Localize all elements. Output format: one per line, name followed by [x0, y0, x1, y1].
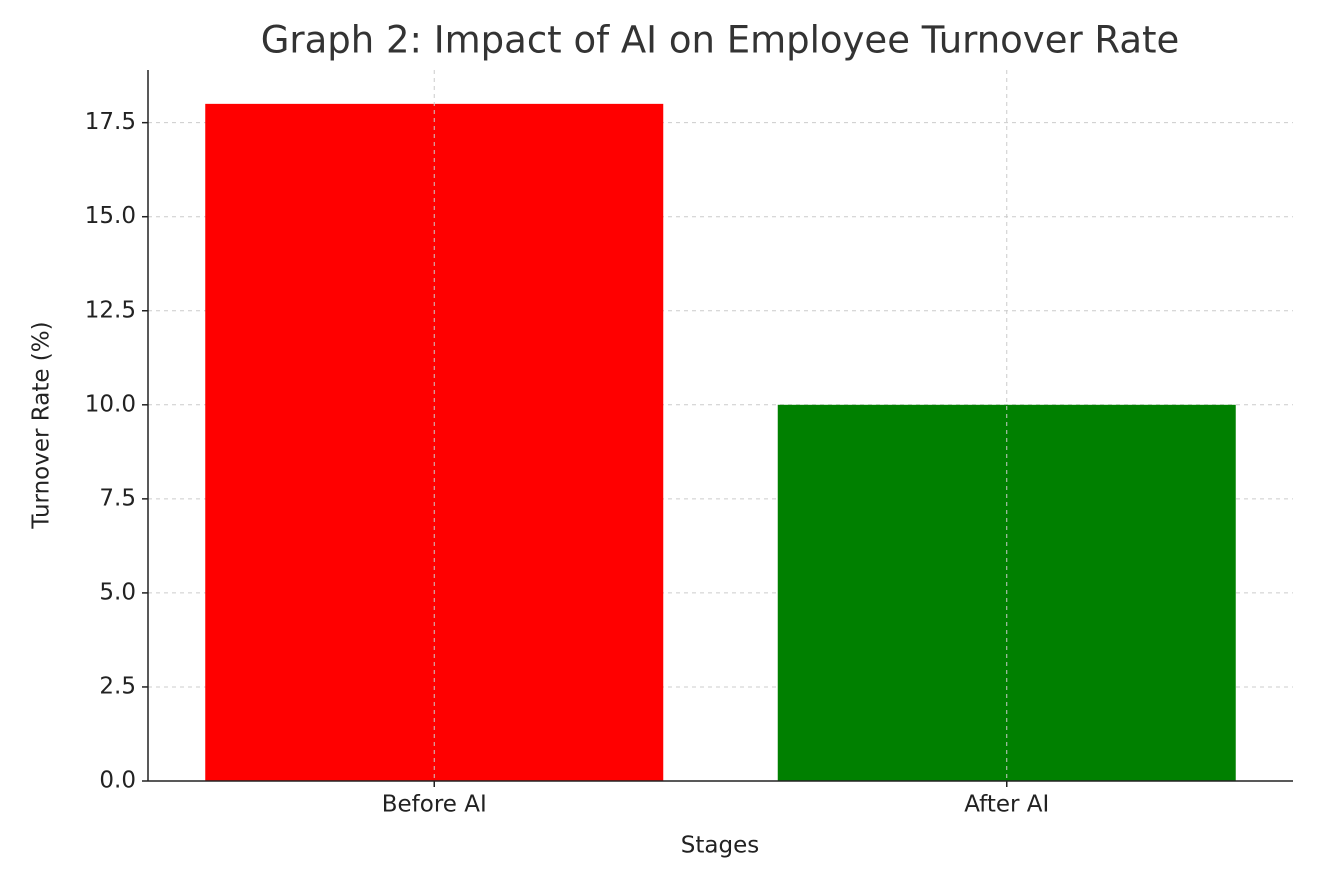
y-tick-label: 15.0 — [85, 203, 136, 229]
x-axis-label: Stages — [681, 833, 759, 859]
y-tick-label: 5.0 — [99, 579, 136, 605]
y-tick-label: 12.5 — [85, 297, 136, 323]
y-tick-label: 10.0 — [85, 391, 136, 417]
y-tick-label: 0.0 — [99, 768, 136, 794]
y-axis-label: Turnover Rate (%) — [29, 321, 55, 529]
y-tick-label: 7.5 — [99, 485, 136, 511]
y-tick-label: 2.5 — [99, 673, 136, 699]
x-tick-label: After AI — [964, 792, 1049, 818]
x-tick-label: Before AI — [382, 792, 487, 818]
chart-title: Graph 2: Impact of AI on Employee Turnov… — [261, 19, 1180, 62]
y-tick-label: 17.5 — [85, 109, 136, 135]
